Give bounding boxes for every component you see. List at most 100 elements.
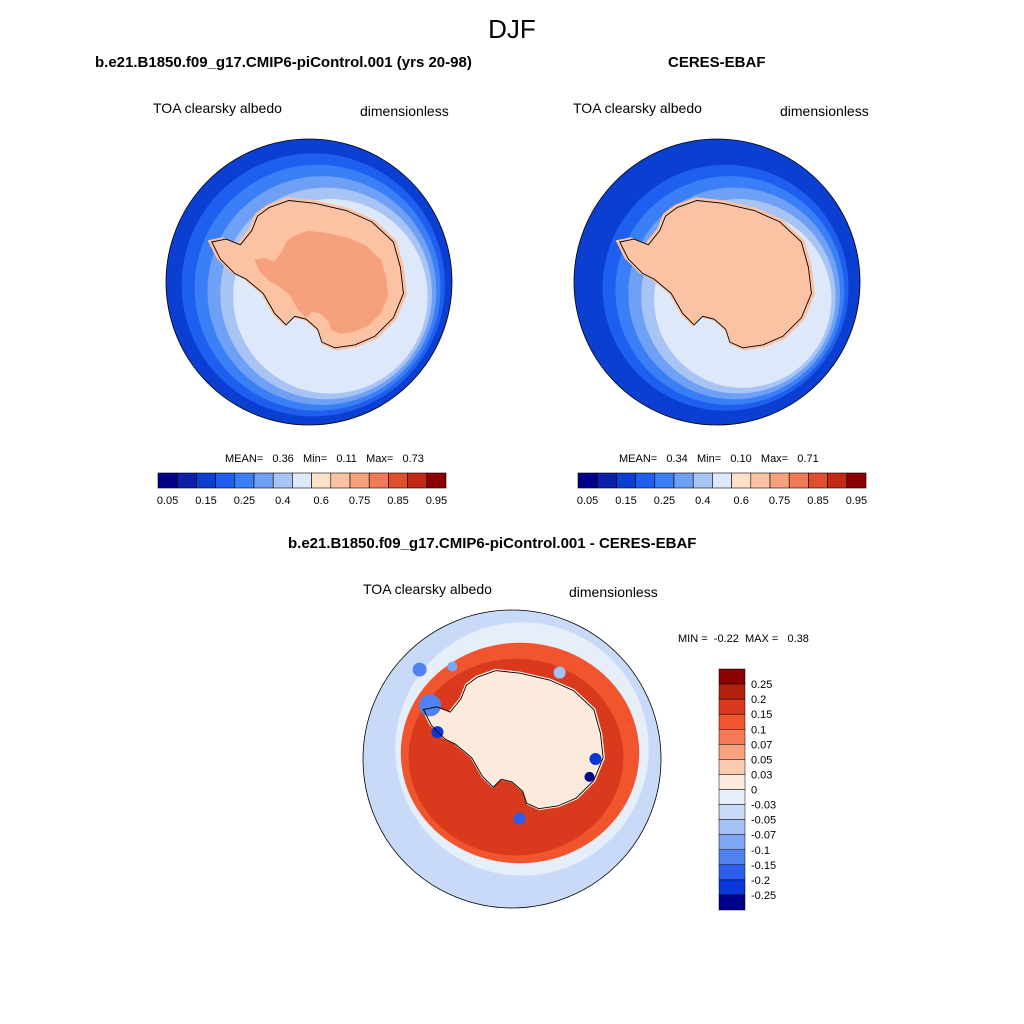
cb1-swatch-14: [426, 472, 447, 489]
cb2-swatch-11: [788, 472, 809, 489]
cb1-swatch-1: [176, 472, 197, 489]
cb3-swatch-15: [718, 894, 746, 911]
cb3-tick-label: 0.1: [751, 724, 766, 736]
panel2-stats: MEAN= 0.34 Min= 0.10 Max= 0.71: [619, 453, 819, 465]
cb3-swatch-8: [718, 789, 746, 805]
cb1-tick-label: 0.95: [426, 495, 447, 507]
cb3-swatch-5: [718, 744, 746, 760]
cb2-swatch-13: [827, 472, 848, 489]
panel2-min-label: Min=: [696, 453, 722, 465]
panel1-variable-label: TOA clearsky albedo: [153, 100, 282, 116]
panel3-min-value: -0.22: [713, 633, 739, 645]
cb2-tick-label: 0.25: [654, 495, 675, 507]
panel3-max-value: 0.38: [787, 633, 809, 645]
cb3-swatch-9: [718, 804, 746, 820]
map2-border: [573, 138, 861, 426]
panel1-mean-label: MEAN=: [225, 453, 264, 465]
cb2-tick-label: 0.15: [615, 495, 636, 507]
cb2-swatch-5: [673, 472, 694, 489]
map3-negative-spot-3: [584, 771, 595, 782]
cb1-swatch-6: [272, 472, 293, 489]
cb3-tick-label: 0.03: [751, 769, 772, 781]
cb1-swatch-11: [368, 472, 389, 489]
panel3-title: b.e21.B1850.f09_g17.CMIP6-piControl.001 …: [288, 535, 697, 552]
panel1-colorbar: 0.05 0.15 0.25 0.4 0.6 0.75 0.85 0.95: [157, 472, 447, 507]
cb3-tick-label: -0.2: [751, 875, 770, 887]
cb3-tick-label: 0.05: [751, 754, 772, 766]
panel2-max-value: 0.71: [797, 453, 819, 465]
cb2-swatch-12: [808, 472, 828, 489]
cb2-swatch-2: [616, 472, 636, 489]
cb2-swatch-10: [769, 472, 790, 489]
cb2-swatch-6: [692, 472, 713, 489]
cb1-swatch-2: [196, 472, 216, 489]
cb1-tick-label: 0.05: [157, 495, 178, 507]
map3-negative-spot-0: [419, 694, 442, 717]
cb2-swatch-7: [712, 472, 732, 489]
cb3-tick-label: -0.15: [751, 860, 776, 872]
panel2-colorbar: 0.05 0.15 0.25 0.4 0.6 0.75 0.85 0.95: [577, 472, 867, 507]
cb1-swatch-3: [215, 472, 236, 489]
cb3-swatch-2: [718, 698, 746, 715]
cb3-swatch-0: [718, 668, 746, 685]
panel1-mean-value: 0.36: [272, 453, 294, 465]
map3-negative-spot-4: [513, 812, 526, 825]
panel2-title: CERES-EBAF: [668, 54, 766, 71]
map2-coastline: [619, 200, 812, 349]
cb1-tick-label: 0.6: [314, 495, 329, 507]
panel2-min-value: 0.10: [730, 453, 752, 465]
map3-negative-spot-7: [553, 666, 566, 679]
cb2-tick-label: 0.4: [695, 495, 710, 507]
panel2-mean-value: 0.34: [666, 453, 688, 465]
cb3-tick-label: -0.05: [751, 815, 776, 827]
cb1-swatch-4: [234, 472, 255, 489]
model-albedo-map: [166, 139, 452, 425]
cb2-swatch-8: [731, 472, 752, 489]
cb2-swatch-9: [750, 472, 771, 489]
cb1-tick-label: 0.75: [349, 495, 370, 507]
cb2-tick-label: 0.75: [769, 495, 790, 507]
panel3-variable-label: TOA clearsky albedo: [363, 581, 492, 597]
cb3-swatch-14: [718, 879, 746, 896]
map3-coastline: [422, 670, 604, 810]
panel3-units-label: dimensionless: [569, 584, 658, 600]
cb3-swatch-6: [718, 759, 746, 775]
cb2-swatch-1: [596, 472, 617, 489]
map3-ice-sheet: [421, 668, 605, 811]
map3-negative-spot-5: [412, 662, 427, 677]
panel1-stats: MEAN= 0.36 Min= 0.11 Max= 0.73: [225, 453, 424, 465]
panel2-variable-label: TOA clearsky albedo: [573, 100, 702, 116]
cb1-tick-label: 0.15: [195, 495, 216, 507]
map1-plateau: [254, 230, 389, 334]
panel1-min-label: Min=: [302, 453, 328, 465]
cb3-swatch-7: [718, 774, 746, 790]
cb2-tick-label: 0.6: [734, 495, 749, 507]
cb2-swatch-3: [635, 472, 656, 489]
cb3-swatch-10: [718, 819, 746, 835]
cb1-swatch-13: [407, 472, 428, 489]
cb1-swatch-8: [311, 472, 332, 489]
cb3-tick-label: 0.25: [751, 679, 772, 691]
cb3-tick-label: -0.1: [751, 845, 770, 857]
panel1-min-value: 0.11: [336, 453, 357, 465]
panel3-colorbar: 0.25 0.2 0.15 0.1 0.07 0.05 0.03 0 -0.03 -0.05 -0.…: [718, 668, 776, 911]
cb2-tick-label: 0.05: [577, 495, 598, 507]
cb3-tick-label: 0.2: [751, 694, 766, 706]
cb1-tick-label: 0.25: [234, 495, 255, 507]
cb3-swatch-1: [718, 683, 746, 700]
map3-border: [362, 609, 662, 909]
map3-negative-spot-6: [447, 661, 458, 672]
cb2-tick-label: 0.85: [807, 495, 828, 507]
cb3-swatch-11: [718, 834, 746, 850]
cb2-swatch-14: [846, 472, 867, 489]
panel2-mean-label: MEAN=: [619, 453, 658, 465]
cb1-swatch-10: [349, 472, 370, 489]
cb3-swatch-3: [718, 713, 746, 730]
panel1-units-label: dimensionless: [360, 103, 449, 119]
map2-ice-sheet: [615, 197, 815, 351]
panel1-max-label: Max=: [366, 453, 394, 465]
panel3-max-label: MAX =: [744, 633, 779, 645]
cb3-tick-label: -0.03: [751, 800, 776, 812]
cb3-tick-label: -0.07: [751, 830, 776, 842]
